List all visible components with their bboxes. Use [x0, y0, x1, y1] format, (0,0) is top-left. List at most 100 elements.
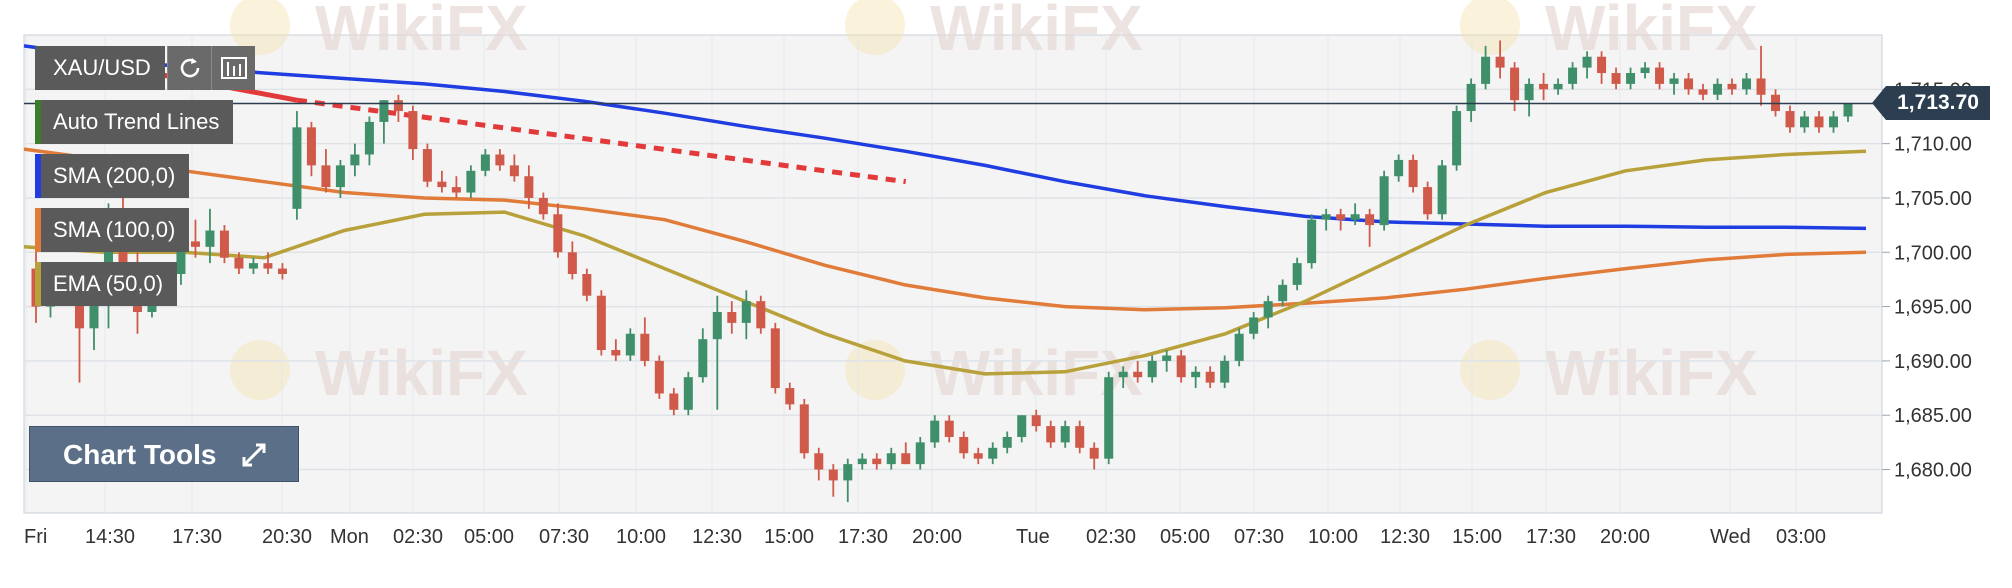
candle-body — [190, 241, 200, 247]
candle-body — [698, 339, 708, 378]
chart-type-button[interactable] — [211, 46, 255, 90]
overlay-label-text: Auto Trend Lines — [53, 109, 220, 134]
moving-average-lines — [23, 44, 1867, 376]
candle-body — [89, 301, 99, 329]
y-tick-label: 1,710.00 — [1894, 134, 1972, 156]
candles — [31, 40, 1853, 503]
candle-body — [741, 301, 751, 323]
candle-body — [248, 263, 258, 269]
candle-body — [1249, 317, 1259, 334]
candle-body — [1002, 436, 1012, 448]
candle-body — [669, 393, 679, 410]
candle-body — [1742, 78, 1752, 90]
y-tick-label: 1,685.00 — [1894, 405, 1972, 427]
candle-body — [1756, 78, 1766, 95]
candle-body — [306, 127, 316, 166]
x-tick-label: Fri — [24, 526, 47, 548]
candle-body — [176, 241, 186, 274]
x-tick-label: 20:00 — [1600, 526, 1650, 548]
series-line — [23, 149, 1867, 376]
candle-body — [1031, 415, 1041, 427]
candle-body — [1655, 67, 1665, 84]
candle-body — [886, 453, 896, 465]
trend-line — [296, 97, 907, 185]
candle-body — [1089, 447, 1099, 459]
x-tick-label: 17:30 — [838, 526, 888, 548]
watermark-logo — [1460, 0, 1520, 55]
candle-body — [350, 154, 360, 166]
candle-body — [1785, 111, 1795, 128]
watermark-logo — [1460, 340, 1520, 400]
candle-body — [1626, 73, 1636, 84]
candle-body — [828, 469, 838, 481]
symbol-text: XAU/USD — [53, 55, 151, 80]
x-tick-label: 17:30 — [172, 526, 222, 548]
x-tick-label: 05:00 — [1160, 526, 1210, 548]
overlay-swatch — [35, 100, 41, 144]
x-tick-label: 02:30 — [1086, 526, 1136, 548]
candle-body — [103, 214, 113, 302]
candle-body — [1220, 360, 1230, 383]
x-tick-label: 07:30 — [539, 526, 589, 548]
watermark-text: WikiFX — [930, 0, 1143, 64]
x-axis: Fri 14:30 17:30 20:30 Mon 02:30 05:00 07:30 10:0… — [24, 526, 1826, 548]
candle-body — [408, 111, 418, 150]
candle-body — [712, 312, 722, 340]
x-tick-label: 03:00 — [1776, 526, 1826, 548]
candle-body — [1814, 116, 1824, 128]
candle-body — [234, 257, 244, 269]
candle-body — [944, 420, 954, 437]
candle-body — [1234, 333, 1244, 361]
x-tick-label: 05:00 — [464, 526, 514, 548]
y-tick-label: 1,695.00 — [1894, 297, 1972, 319]
candle-body — [1843, 103, 1853, 117]
watermark-text: WikiFX — [315, 0, 528, 64]
candle-body — [1423, 187, 1433, 215]
candle-body — [509, 165, 519, 177]
candle-body — [1553, 83, 1563, 90]
candle-body — [1466, 83, 1476, 112]
x-tick-label: 12:30 — [692, 526, 742, 548]
candle-body — [1118, 371, 1128, 378]
candle-body — [973, 453, 983, 459]
candle-body — [611, 350, 621, 356]
candle-body — [1104, 377, 1114, 459]
candle-body — [814, 453, 824, 470]
candle-body — [1379, 176, 1389, 226]
refresh-button[interactable] — [167, 46, 211, 90]
series-line — [23, 147, 1867, 312]
candle-body — [538, 197, 548, 215]
overlay-sma-100[interactable]: SMA (100,0) — [35, 208, 190, 252]
watermark-logo — [845, 0, 905, 55]
candle-body — [335, 165, 345, 188]
overlay-sma-200[interactable]: SMA (200,0) — [35, 154, 190, 198]
candle-body — [1191, 371, 1201, 378]
candle-body — [756, 301, 766, 329]
watermark-text: WikiFX — [315, 337, 528, 409]
chart-tools-button[interactable]: Chart Tools — [29, 426, 299, 482]
candle-body — [437, 181, 447, 188]
candle-body — [727, 312, 737, 323]
overlay-ema-50[interactable]: EMA (50,0) — [35, 262, 178, 306]
candle-body — [1292, 263, 1302, 285]
candle-body — [1176, 355, 1186, 378]
candle-body — [1060, 426, 1070, 443]
overlay-auto-trend-lines[interactable]: Auto Trend Lines — [35, 100, 234, 144]
candle-body — [1263, 301, 1273, 318]
plot-background — [23, 34, 1883, 514]
candle-body — [1437, 165, 1447, 215]
candle-body — [915, 442, 925, 465]
y-tick-label: 1,690.00 — [1894, 351, 1972, 373]
candle-body — [1684, 78, 1694, 90]
candle-body — [480, 154, 490, 171]
candle-body — [1452, 111, 1462, 166]
candle-body — [1307, 219, 1317, 264]
chart-tools-label: Chart Tools — [63, 439, 217, 470]
candle-body — [74, 295, 84, 329]
x-tick-label: 15:00 — [764, 526, 814, 548]
x-tick-label: 10:00 — [616, 526, 666, 548]
candle-body — [872, 458, 882, 465]
x-tick-label: 10:00 — [1308, 526, 1358, 548]
symbol-label[interactable]: XAU/USD — [35, 46, 165, 90]
